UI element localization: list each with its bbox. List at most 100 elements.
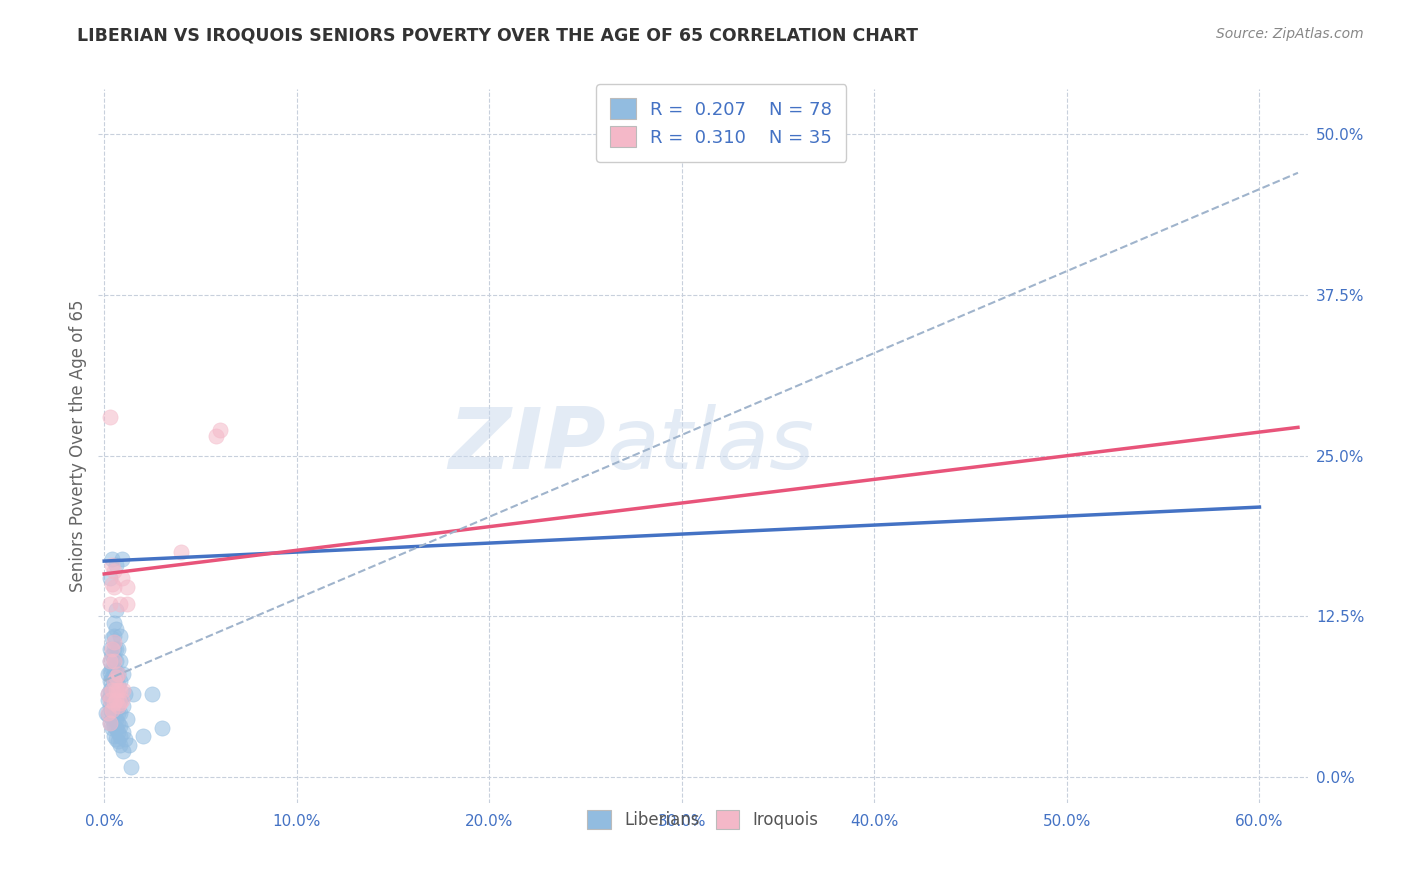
Point bbox=[120, 760, 142, 774]
Point bbox=[110, 693, 132, 707]
Point bbox=[98, 597, 121, 611]
Point bbox=[103, 696, 125, 710]
Point bbox=[108, 654, 131, 668]
Point bbox=[108, 719, 131, 733]
Point bbox=[108, 729, 131, 743]
Point bbox=[107, 716, 129, 731]
Legend: Liberians, Iroquois: Liberians, Iroquois bbox=[579, 801, 827, 838]
Point bbox=[103, 641, 125, 656]
Point bbox=[110, 551, 132, 566]
Point bbox=[97, 686, 120, 700]
Point bbox=[101, 712, 124, 726]
Point bbox=[112, 699, 135, 714]
Point bbox=[98, 716, 121, 731]
Point bbox=[101, 721, 124, 735]
Point bbox=[108, 706, 131, 720]
Point bbox=[101, 641, 124, 656]
Point bbox=[208, 423, 231, 437]
Point bbox=[104, 712, 127, 726]
Point bbox=[108, 673, 131, 688]
Point bbox=[101, 648, 124, 662]
Point bbox=[117, 597, 139, 611]
Point bbox=[150, 721, 173, 735]
Point bbox=[141, 686, 163, 700]
Point bbox=[103, 629, 125, 643]
Point bbox=[112, 744, 135, 758]
Text: Source: ZipAtlas.com: Source: ZipAtlas.com bbox=[1216, 27, 1364, 41]
Point bbox=[110, 571, 132, 585]
Point bbox=[101, 699, 124, 714]
Point bbox=[103, 699, 125, 714]
Point bbox=[107, 641, 129, 656]
Point bbox=[97, 708, 120, 723]
Point bbox=[131, 729, 153, 743]
Point bbox=[107, 699, 129, 714]
Point bbox=[103, 654, 125, 668]
Point bbox=[103, 661, 125, 675]
Point bbox=[101, 686, 124, 700]
Point bbox=[104, 670, 127, 684]
Point bbox=[114, 686, 136, 700]
Point bbox=[107, 677, 129, 691]
Point bbox=[103, 565, 125, 579]
Point bbox=[104, 654, 127, 668]
Point bbox=[101, 577, 124, 591]
Point bbox=[97, 686, 120, 700]
Point bbox=[98, 665, 121, 679]
Point bbox=[101, 706, 124, 720]
Point bbox=[104, 682, 127, 697]
Point bbox=[104, 665, 127, 679]
Point bbox=[104, 731, 127, 746]
Point bbox=[104, 693, 127, 707]
Point bbox=[103, 719, 125, 733]
Point bbox=[114, 731, 136, 746]
Point bbox=[98, 699, 121, 714]
Point bbox=[117, 712, 139, 726]
Point bbox=[108, 629, 131, 643]
Point bbox=[104, 558, 127, 572]
Point bbox=[101, 551, 124, 566]
Point bbox=[103, 652, 125, 666]
Point bbox=[97, 667, 120, 681]
Point bbox=[101, 558, 124, 572]
Point bbox=[170, 545, 193, 559]
Point bbox=[107, 682, 129, 697]
Point bbox=[103, 580, 125, 594]
Point bbox=[103, 615, 125, 630]
Point bbox=[103, 635, 125, 649]
Point bbox=[98, 716, 121, 731]
Point bbox=[107, 725, 129, 739]
Point bbox=[98, 641, 121, 656]
Point bbox=[104, 641, 127, 656]
Point bbox=[104, 673, 127, 688]
Point bbox=[101, 670, 124, 684]
Point bbox=[104, 721, 127, 735]
Point bbox=[101, 682, 124, 697]
Point bbox=[103, 670, 125, 684]
Point bbox=[98, 654, 121, 668]
Point bbox=[108, 693, 131, 707]
Point bbox=[103, 729, 125, 743]
Point bbox=[97, 693, 120, 707]
Point bbox=[98, 673, 121, 688]
Point bbox=[101, 680, 124, 694]
Point bbox=[98, 693, 121, 707]
Point bbox=[107, 734, 129, 748]
Point bbox=[104, 603, 127, 617]
Point bbox=[108, 696, 131, 710]
Point bbox=[112, 667, 135, 681]
Point bbox=[101, 703, 124, 717]
Point bbox=[205, 429, 228, 443]
Point bbox=[117, 580, 139, 594]
Point bbox=[101, 693, 124, 707]
Point bbox=[101, 661, 124, 675]
Point bbox=[107, 667, 129, 681]
Point bbox=[97, 706, 120, 720]
Point bbox=[108, 597, 131, 611]
Point bbox=[107, 667, 129, 681]
Point bbox=[103, 673, 125, 688]
Point bbox=[98, 571, 121, 585]
Point bbox=[112, 725, 135, 739]
Point bbox=[108, 738, 131, 752]
Point bbox=[103, 690, 125, 705]
